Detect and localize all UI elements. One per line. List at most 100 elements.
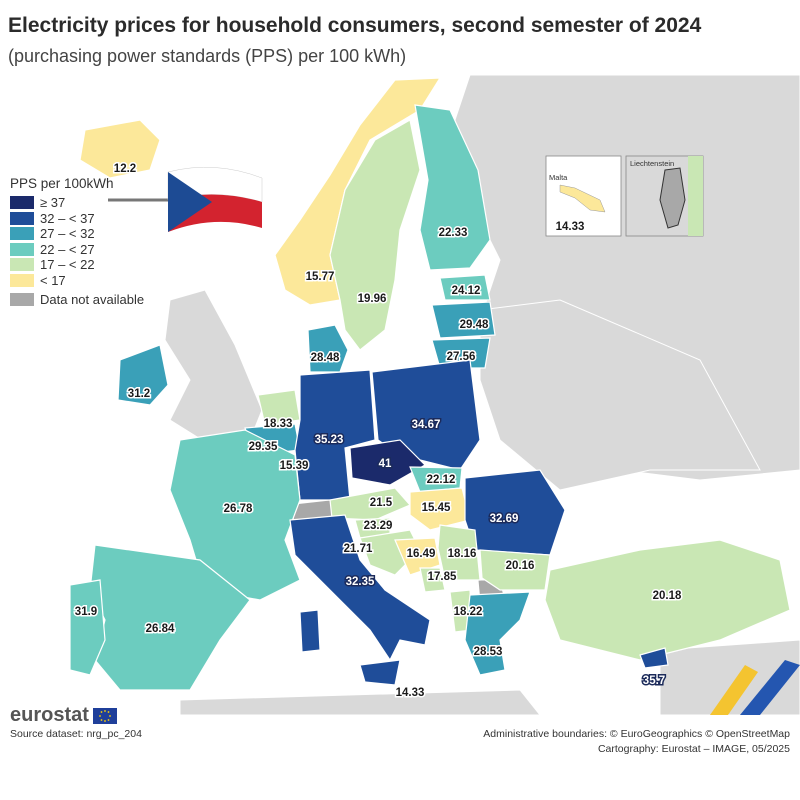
romania-value: 32.69 [490,513,519,525]
bulgaria-value: 20.16 [506,560,535,572]
legend-swatch [10,211,34,225]
czech-flag-icon [108,166,263,232]
lithuania-value: 27.56 [447,351,476,363]
lithuania-shape [431,337,491,369]
legend-row: 17 – < 22 [10,257,144,273]
source-note: Source dataset: nrg_pc_204 [10,728,142,740]
ukraine-belarus-region [479,299,761,491]
cyprus-value: 35.7 [643,675,665,687]
map-subtitle: (purchasing power standards (PPS) per 10… [8,46,407,66]
czechia-shape [349,439,426,486]
norway-shape [274,77,442,306]
albania-value: 18.22 [454,606,483,618]
turkey-value: 20.18 [653,590,682,602]
cyprus-shape [639,647,669,669]
legend-label: ≥ 37 [40,195,66,211]
poland-value: 34.67 [412,419,441,431]
bosnia-shape [394,537,441,576]
legend-row: 22 – < 27 [10,242,144,258]
finland-value: 22.33 [439,227,468,239]
legend-title: PPS per 100kWh [10,176,114,191]
legend-row: ≥ 37 [10,195,144,211]
portugal-value: 31.9 [75,606,97,618]
malta-island [559,184,606,213]
montenegro-shape [419,567,446,593]
germany-value: 35.23 [315,434,344,446]
legend-swatch [10,258,34,272]
sicily-shape [359,659,401,686]
legend-row-na: Data not available [10,292,144,308]
bulgaria-shape [479,549,551,591]
countries [69,77,791,691]
legend-swatch [10,273,34,287]
liechtenstein-inset: Liechtenstein [625,155,704,237]
non-eu-land [164,75,800,715]
ireland-value: 31.2 [128,388,150,400]
legend-row: < 17 [10,273,144,289]
malta-inset-title: Malta [549,173,568,182]
slovakia-value: 22.12 [427,474,456,486]
eu-flag-icon [92,707,117,724]
austria-value: 21.5 [370,497,393,509]
legend-label: Data not available [40,292,145,308]
france-value: 26.78 [224,503,253,515]
austria-shape [329,487,411,521]
credits-cartography: Cartography: Eurostat – IMAGE, 05/2025 [597,743,790,755]
liechtenstein-inset-title: Liechtenstein [630,159,674,168]
czechia-value: 41 [379,458,392,470]
montenegro-value: 17.85 [428,571,457,583]
legend-swatch [10,227,34,241]
sardinia-shape [299,609,321,653]
italy-south-value: 14.33 [396,687,425,699]
europe-map: 12.2 15.77 19.96 22.33 24.12 29.48 27.56… [69,75,800,715]
legend-row: 27 – < 32 [10,226,144,242]
bosnia-value: 16.49 [407,548,436,560]
latvia-value: 29.48 [460,319,489,331]
liechtenstein-shape [659,167,686,229]
estonia-shape [439,274,491,301]
latvia-shape [431,301,496,339]
image-logo-icon [710,660,800,715]
malta-inset-value: 14.33 [556,221,585,233]
portugal-shape [69,579,106,676]
map-title: Electricity prices for household consume… [8,14,702,37]
legend-swatch [10,242,34,256]
iceland-shape [79,119,161,179]
denmark-shape [307,324,349,373]
legend-label: 27 – < 32 [40,226,95,242]
legend-label: < 17 [40,272,66,288]
credits: Administrative boundaries: © EuroGeograp… [483,727,790,757]
sweden-value: 19.96 [358,293,387,305]
finland-shape [414,104,491,271]
credits-boundaries: Administrative boundaries: © EuroGeograp… [483,728,790,740]
legend-label: 17 – < 22 [40,257,95,273]
iceland-value: 12.2 [114,163,136,175]
greece-shape [464,591,531,676]
estonia-value: 24.12 [452,285,481,297]
luxembourg-value: 15.39 [280,460,309,472]
great-britain [164,289,263,446]
eurostat-logo: eurostat [10,704,117,727]
ireland-shape [117,344,169,406]
denmark-value: 28.48 [311,352,340,364]
spain-value: 26.84 [146,623,175,635]
malta-inset: Malta 14.33 [545,155,622,237]
italy-shape [289,514,431,662]
legend-label: 32 – < 37 [40,210,95,226]
legend: PPS per 100kWh ≥ 37 32 – < 37 27 – < 32 … [10,176,144,308]
turkey-shape [544,539,791,661]
legend-swatch [10,196,34,210]
legend-swatch [10,293,34,307]
hungary-shape [409,487,471,531]
croatia-value: 21.71 [344,543,373,555]
serbia-shape [437,524,481,581]
greece-value: 28.53 [474,646,503,658]
legend-row: 32 – < 37 [10,211,144,227]
slovenia-value: 23.29 [364,520,393,532]
legend-label: 22 – < 27 [40,241,95,257]
hungary-value: 15.45 [422,502,451,514]
france-shape [169,429,301,601]
value-labels: 12.2 15.77 19.96 22.33 24.12 29.48 27.56… [73,162,683,701]
serbia-value: 18.16 [448,548,477,560]
north-africa [179,689,541,715]
